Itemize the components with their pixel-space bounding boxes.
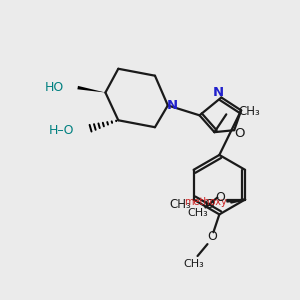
Text: O: O — [234, 127, 244, 140]
Text: CH₃: CH₃ — [187, 208, 208, 218]
Text: methoxy: methoxy — [184, 196, 227, 206]
Text: O: O — [208, 230, 218, 243]
Text: CH₃: CH₃ — [170, 198, 192, 211]
Text: N: N — [213, 86, 224, 99]
Text: HO: HO — [45, 81, 64, 94]
Text: CH₃: CH₃ — [238, 105, 260, 118]
Text: N: N — [167, 99, 178, 112]
Text: H–O: H–O — [49, 124, 75, 137]
Text: O: O — [215, 191, 225, 204]
Text: O: O — [205, 198, 214, 211]
Polygon shape — [77, 86, 105, 92]
Text: CH₃: CH₃ — [183, 259, 204, 269]
